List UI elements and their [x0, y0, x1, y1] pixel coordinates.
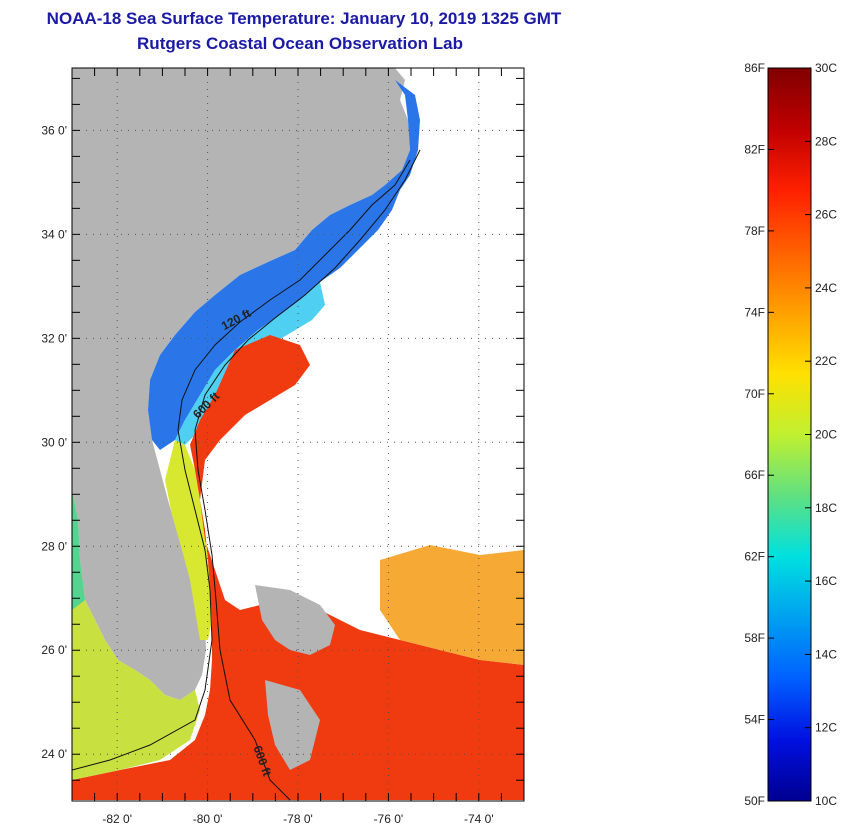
- colorbar-celsius-labels: 30C 28C 26C 24C 22C 20C 18C 16C 14C 12C 10C: [805, 61, 837, 808]
- colorbar-f-label: 62F: [744, 550, 765, 564]
- colorbar-c-label: 20C: [815, 428, 837, 442]
- lat-label: 36 0': [41, 123, 67, 137]
- map-title: NOAA-18 Sea Surface Temperature: January…: [46, 9, 562, 28]
- colorbar-f-label: 70F: [744, 387, 765, 401]
- colorbar-c-label: 18C: [815, 501, 837, 515]
- lat-label: 28 0': [41, 539, 67, 553]
- colorbar-f-label: 66F: [744, 468, 765, 482]
- sst-gulf-of-mexico: [72, 490, 200, 780]
- lat-label: 32 0': [41, 331, 67, 345]
- map-ticks: [71, 68, 525, 801]
- bahamas-land: [255, 585, 335, 655]
- lon-label: -74 0': [464, 812, 494, 826]
- latitude-labels: 36 0' 34 0' 32 0' 30 0' 28 0' 26 0' 24 0': [41, 123, 67, 761]
- lat-label: 24 0': [41, 747, 67, 761]
- colorbar-c-label: 12C: [815, 721, 837, 735]
- colorbar-c-label: 22C: [815, 354, 837, 368]
- colorbar-c-label: 30C: [815, 61, 837, 75]
- colorbar-f-label: 58F: [744, 631, 765, 645]
- lon-label: -78 0': [283, 812, 313, 826]
- sst-green-yellow-band: [165, 440, 212, 640]
- colorbar-c-label: 10C: [815, 794, 837, 808]
- colorbar-c-label: 14C: [815, 647, 837, 661]
- colorbar-f-label: 74F: [744, 305, 765, 319]
- colorbar-c-label: 28C: [815, 134, 837, 148]
- colorbar-f-label: 86F: [744, 61, 765, 75]
- colorbar-f-label: 54F: [744, 713, 765, 727]
- colorbar-f-label: 50F: [744, 794, 765, 808]
- mainland-land: [72, 68, 410, 700]
- colorbar-c-label: 24C: [815, 281, 837, 295]
- colorbar-c-label: 16C: [815, 574, 837, 588]
- colorbar-c-label: 26C: [815, 208, 837, 222]
- lon-label: -80 0': [193, 812, 223, 826]
- colorbar-f-label: 82F: [744, 142, 765, 156]
- lat-label: 34 0': [41, 227, 67, 241]
- temperature-colorbar: 86F 82F 78F 74F 70F 66F 62F 58F 54F 50F 30C 28C 26C…: [744, 61, 837, 808]
- depth-contour-120ft: [72, 159, 411, 771]
- longitude-labels: -82 0' -80 0' -78 0' -76 0' -74 0': [102, 812, 493, 826]
- lat-label: 26 0': [41, 643, 67, 657]
- lon-label: -76 0': [374, 812, 404, 826]
- colorbar-gradient: [767, 67, 812, 802]
- bahamas-land-2: [265, 680, 320, 770]
- sst-orange-offshore: [380, 545, 524, 665]
- map-subtitle: Rutgers Coastal Ocean Observation Lab: [137, 34, 463, 53]
- sst-gulf-stream-warm: [72, 335, 524, 800]
- colorbar-fahrenheit-labels: 86F 82F 78F 74F 70F 66F 62F 58F 54F 50F: [744, 61, 774, 808]
- depth-contour-600ft: [194, 149, 421, 801]
- lat-label: 30 0': [41, 435, 67, 449]
- sst-cold-coastal-band: [148, 80, 420, 450]
- lon-label: -82 0': [102, 812, 132, 826]
- map-panel: 120 ft 600 ft 600 ft 36 0'34 0'32 0'30 0…: [41, 67, 525, 826]
- colorbar-f-label: 78F: [744, 224, 765, 238]
